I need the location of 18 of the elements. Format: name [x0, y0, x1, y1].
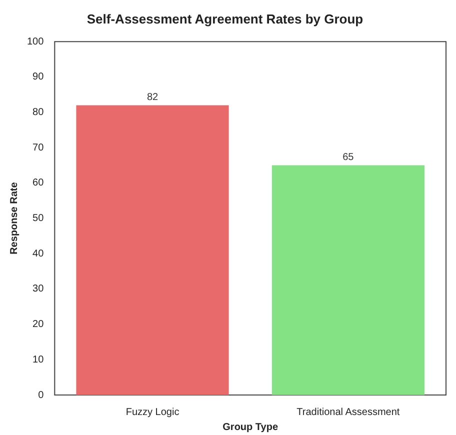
- chart-title: Self-Assessment Agreement Rates by Group: [86, 11, 364, 26]
- y-tick-label: 90: [32, 72, 44, 83]
- y-tick-label: 10: [32, 354, 44, 366]
- x-axis-title: Group Type: [222, 422, 278, 433]
- y-tick-label: 100: [26, 36, 44, 48]
- data-label: 82: [146, 92, 159, 103]
- y-tick-label: 30: [32, 284, 44, 295]
- y-tick-label: 80: [32, 107, 44, 118]
- y-axis-title: Response Rate: [8, 182, 20, 254]
- y-tick-label: 50: [32, 213, 44, 224]
- y-tick-label: 70: [32, 142, 44, 154]
- x-tick-label: Fuzzy Logic: [126, 406, 180, 418]
- x-tick-label: Traditional Assessment: [296, 406, 400, 418]
- y-tick-label: 60: [32, 178, 44, 189]
- y-tick-label: 20: [32, 319, 44, 330]
- data-label: 65: [342, 152, 354, 164]
- y-tick-label: 0: [38, 390, 44, 401]
- y-tick-label: 40: [32, 248, 44, 260]
